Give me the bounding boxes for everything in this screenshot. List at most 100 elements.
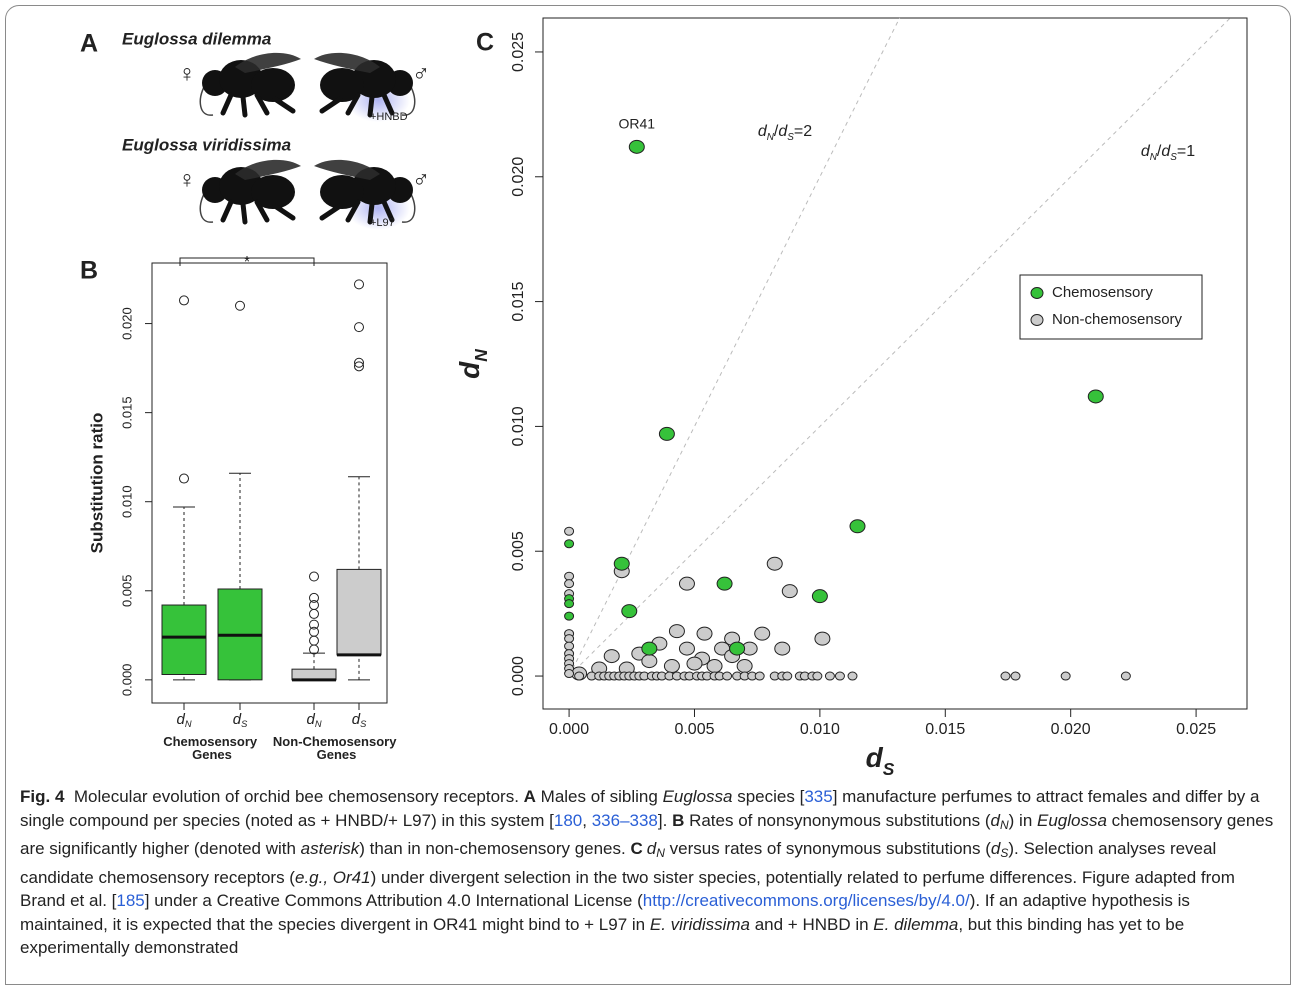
panel-label: B xyxy=(80,257,98,285)
citation-link[interactable]: 180 xyxy=(554,811,582,830)
y-tick-label: 0.000 xyxy=(119,664,134,697)
point xyxy=(825,672,834,680)
box xyxy=(162,605,206,674)
female-symbol: ♀ xyxy=(178,60,196,87)
x-tick-label: 0.000 xyxy=(549,721,589,738)
x-axis-label: dS xyxy=(866,742,895,778)
x-tick-label: dS xyxy=(352,711,367,729)
caption-text: E. viridissima xyxy=(650,915,750,934)
point xyxy=(775,642,790,655)
citation-link[interactable]: 335 xyxy=(804,787,832,806)
y-tick-label: 0.015 xyxy=(510,281,527,321)
caption-text: ]. xyxy=(658,811,672,830)
y-tick-label: 0.020 xyxy=(510,157,527,197)
point xyxy=(565,635,574,643)
outlier xyxy=(310,572,319,581)
point xyxy=(565,540,574,548)
legend-label: Non-chemosensory xyxy=(1052,311,1183,328)
point xyxy=(1061,672,1070,680)
point xyxy=(604,650,619,663)
point xyxy=(642,642,657,655)
caption-text: C xyxy=(630,839,642,858)
point xyxy=(622,605,637,618)
caption-text: versus rates of synonymous substitutions… xyxy=(665,839,991,858)
point xyxy=(642,655,657,668)
point xyxy=(1011,672,1020,680)
point xyxy=(848,672,857,680)
point xyxy=(813,672,822,680)
point xyxy=(782,585,797,598)
caption-text: asterisk xyxy=(301,839,360,858)
point xyxy=(717,577,732,590)
point xyxy=(815,632,830,645)
outlier xyxy=(310,601,319,610)
point xyxy=(1001,672,1010,680)
point xyxy=(679,577,694,590)
y-axis-label: Substitution ratio xyxy=(87,413,106,554)
outlier xyxy=(310,627,319,636)
caption-text: ] under a Creative Commons Attribution 4… xyxy=(145,891,643,910)
caption-text: Rates of nonsynonymous substitutions ( xyxy=(684,811,990,830)
point xyxy=(850,520,865,533)
caption-text: and + HNBD in xyxy=(750,915,873,934)
point xyxy=(687,657,702,670)
caption-text: A xyxy=(524,787,536,806)
caption-text: E. dilemma xyxy=(873,915,958,934)
point xyxy=(664,660,679,673)
male-symbol: ♂ xyxy=(412,60,430,87)
legend-marker xyxy=(1031,288,1043,299)
point xyxy=(737,660,752,673)
x-tick-label: dN xyxy=(306,711,321,729)
caption-text: Euglossa xyxy=(1037,811,1107,830)
outlier xyxy=(310,593,319,602)
x-tick-label: 0.020 xyxy=(1051,721,1091,738)
point xyxy=(723,672,732,680)
point xyxy=(1088,390,1103,403)
panel-label: A xyxy=(80,30,98,58)
point-annotation: OR41 xyxy=(619,116,656,132)
group-label: Non-Chemosensory Genes xyxy=(273,734,400,762)
outlier xyxy=(310,609,319,618)
reference-line xyxy=(569,18,1230,676)
bee-female xyxy=(200,160,301,222)
caption: Fig. 4 Molecular evolution of orchid bee… xyxy=(20,785,1275,960)
point xyxy=(835,672,844,680)
license-link[interactable]: http://creativecommons.org/licenses/by/4… xyxy=(643,891,970,910)
point xyxy=(565,572,574,580)
outlier xyxy=(310,636,319,645)
y-tick-label: 0.005 xyxy=(119,574,134,607)
caption-text: e.g., Or41 xyxy=(295,868,371,887)
compound-label: +HNBD xyxy=(370,111,408,123)
male-symbol: ♂ xyxy=(412,166,430,193)
caption-text: N xyxy=(1000,818,1009,832)
point xyxy=(565,642,574,650)
group-label: Chemosensory Genes xyxy=(163,734,261,762)
point xyxy=(1121,672,1130,680)
citation-link[interactable]: 185 xyxy=(116,891,144,910)
y-tick-label: 0.000 xyxy=(510,656,527,696)
reference-label: dN/dS=2 xyxy=(758,123,812,143)
point xyxy=(575,672,584,680)
point xyxy=(565,527,574,535)
box xyxy=(292,669,336,680)
legend-label: Chemosensory xyxy=(1052,284,1153,301)
y-tick-label: 0.020 xyxy=(119,307,134,340)
compound-label: +L97 xyxy=(370,217,395,229)
caption-text: Males of sibling xyxy=(536,787,663,806)
outlier xyxy=(310,620,319,629)
caption-text: Molecular evolution of orchid bee chemos… xyxy=(74,787,524,806)
point xyxy=(730,642,745,655)
caption-text: ) in xyxy=(1009,811,1037,830)
citation-link[interactable]: 336–338 xyxy=(592,811,658,830)
point xyxy=(614,557,629,570)
caption-text: B xyxy=(672,811,684,830)
x-tick-label: 0.010 xyxy=(800,721,840,738)
significance-label: * xyxy=(244,254,250,271)
point xyxy=(565,600,574,608)
point xyxy=(707,660,722,673)
point xyxy=(767,557,782,570)
point xyxy=(783,672,792,680)
x-tick-label: 0.025 xyxy=(1176,721,1216,738)
caption-text: species [ xyxy=(733,787,805,806)
